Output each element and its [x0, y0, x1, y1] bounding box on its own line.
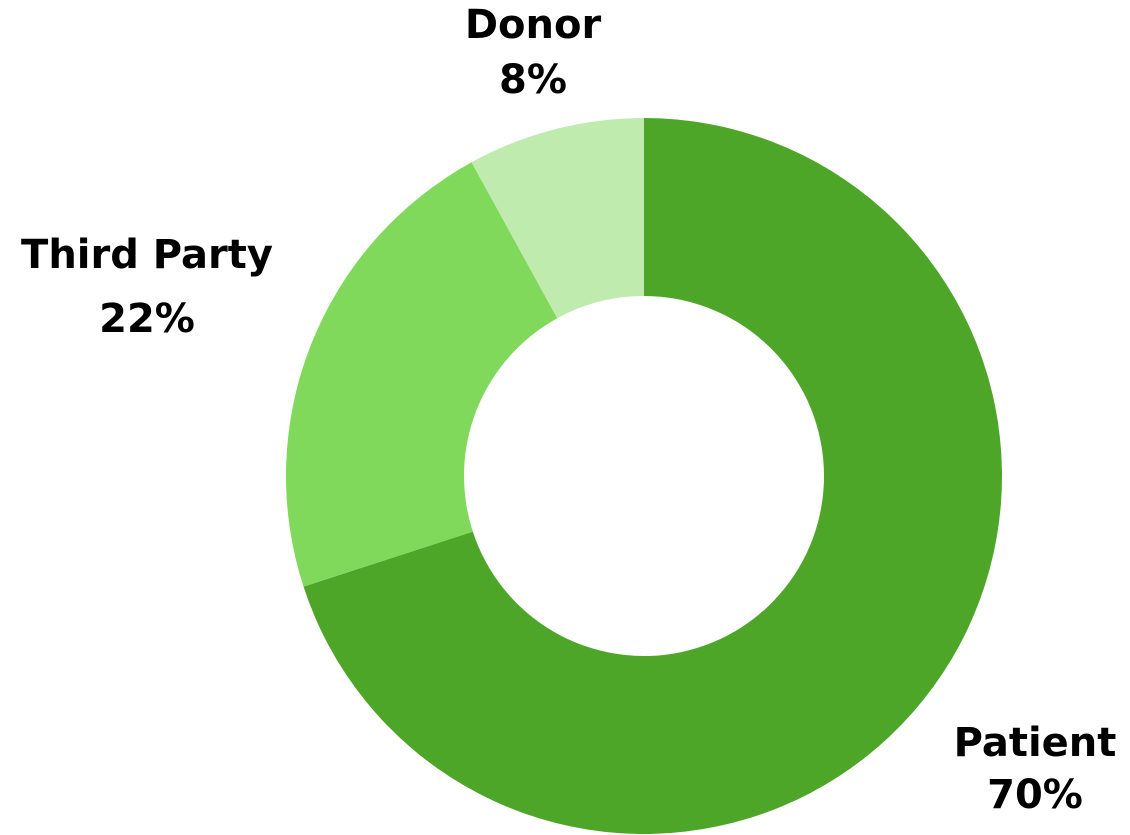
donut-slices	[286, 118, 1003, 835]
slice-label-patient: Patient	[954, 720, 1117, 766]
slice-labels: Patient 70% Third Party 22% Donor 8%	[21, 2, 1116, 818]
slice-patient	[303, 118, 1003, 835]
slice-label-donor: Donor	[465, 2, 602, 48]
slice-value-third-party: 22%	[99, 296, 195, 342]
slice-label-third-party: Third Party	[21, 232, 273, 278]
slice-value-patient: 70%	[987, 772, 1083, 818]
slice-value-donor: 8%	[499, 57, 567, 103]
slice-donor	[471, 118, 644, 319]
slice-third-party	[286, 162, 558, 587]
